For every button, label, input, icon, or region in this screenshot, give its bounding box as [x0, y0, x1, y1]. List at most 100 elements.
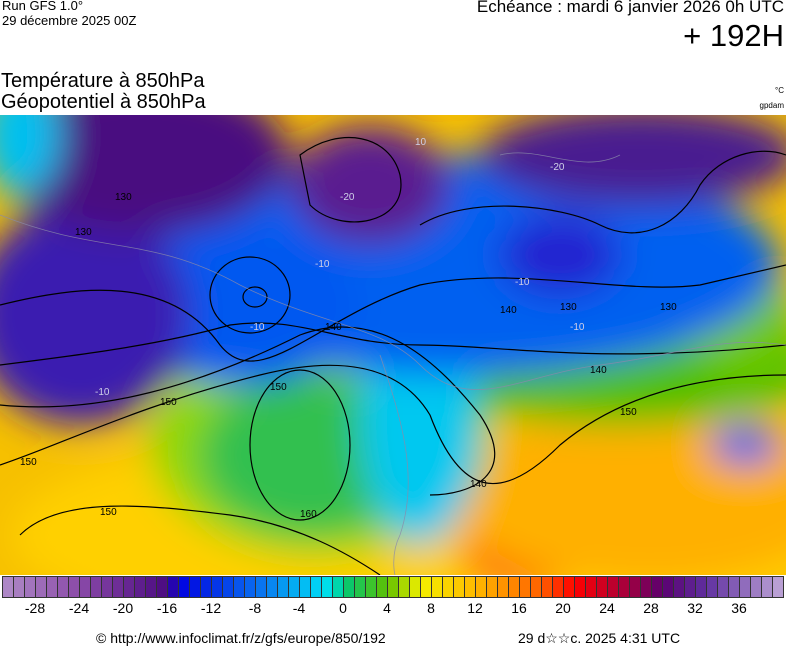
color-scale-cell [35, 576, 46, 598]
color-scale-cell [761, 576, 772, 598]
variable-title-temperature: Température à 850hPa [1, 70, 205, 92]
color-scale-tick: 4 [383, 600, 391, 616]
color-scale-cell [189, 576, 200, 598]
color-scale-tick: -12 [200, 600, 222, 616]
contour-label: 140 [500, 305, 517, 316]
color-scale-cell [772, 576, 784, 598]
color-scale-cell [46, 576, 57, 598]
color-scale-cell [332, 576, 343, 598]
color-scale-cell [233, 576, 244, 598]
color-scale-cell [409, 576, 420, 598]
color-scale-cell [552, 576, 563, 598]
color-scale-tick: -8 [248, 600, 262, 616]
contour-label: 130 [75, 227, 92, 238]
contour-label: -10 [515, 277, 530, 288]
color-scale-cell [640, 576, 651, 598]
color-scale-cell [563, 576, 574, 598]
color-scale-cell [266, 576, 277, 598]
run-label: Run GFS 1.0° [2, 0, 84, 13]
contour-labels: 130 130 130 130 140 140 140 140 150 150 150 150 160 1… [20, 137, 677, 520]
contour-label: 140 [470, 479, 487, 490]
color-scale-tick: 20 [555, 600, 571, 616]
lead-time: + 192H [683, 18, 784, 53]
run-date: 29 décembre 2025 00Z [2, 13, 137, 28]
temperature-field [0, 115, 786, 575]
color-scale-cell [739, 576, 750, 598]
contour-label: 130 [560, 302, 577, 313]
weather-map: 130 130 130 130 140 140 140 140 150 150 150 150 160 1… [0, 115, 786, 575]
color-scale-cell [629, 576, 640, 598]
color-scale [2, 576, 784, 598]
contour-label: 150 [620, 407, 637, 418]
color-scale-tick: -4 [292, 600, 306, 616]
color-scale-cell [211, 576, 222, 598]
color-scale-cell [156, 576, 167, 598]
color-scale-cell [57, 576, 68, 598]
contour-label: 10 [415, 137, 427, 148]
color-scale-cell [398, 576, 409, 598]
color-scale-cell [541, 576, 552, 598]
color-scale-cell [420, 576, 431, 598]
color-scale-cell [497, 576, 508, 598]
color-scale-cell [24, 576, 35, 598]
color-scale-tick: -24 [68, 600, 90, 616]
color-scale-cell [442, 576, 453, 598]
color-scale-cell [13, 576, 24, 598]
contour-label: -10 [315, 259, 330, 270]
color-scale-cell [618, 576, 629, 598]
contour-label: -10 [250, 322, 265, 333]
color-scale-cell [728, 576, 739, 598]
color-scale-cell [464, 576, 475, 598]
source-credit: © http://www.infoclimat.fr/z/gfs/europe/… [96, 630, 386, 646]
contour-label: 140 [590, 365, 607, 376]
color-scale-cell [134, 576, 145, 598]
color-scale-cell [200, 576, 211, 598]
color-scale-cell [673, 576, 684, 598]
contour-label: 130 [115, 192, 132, 203]
color-scale-cell [310, 576, 321, 598]
contour-label: 150 [160, 397, 177, 408]
color-scale-cell [354, 576, 365, 598]
color-scale-tick: 28 [643, 600, 659, 616]
color-scale-cell [750, 576, 761, 598]
geopotential-contours [0, 137, 786, 575]
color-scale-cell [222, 576, 233, 598]
unit-celsius: °C [775, 86, 784, 95]
color-scale-cell [596, 576, 607, 598]
color-scale-cell [519, 576, 530, 598]
color-scale-cell [299, 576, 310, 598]
color-scale-cell [717, 576, 728, 598]
color-scale-cell [123, 576, 134, 598]
color-scale-cell [145, 576, 156, 598]
color-scale-cell [244, 576, 255, 598]
contour-label: 160 [300, 509, 317, 520]
color-scale-cell [178, 576, 189, 598]
color-scale-tick: 12 [467, 600, 483, 616]
contour-label: 150 [270, 382, 287, 393]
color-scale-cell [662, 576, 673, 598]
color-scale-cell [112, 576, 123, 598]
color-scale-cell [695, 576, 706, 598]
contour-label: 140 [325, 322, 342, 333]
color-scale-tick: 24 [599, 600, 615, 616]
variable-title-geopotential: Géopotentiel à 850hPa [1, 91, 206, 113]
color-scale-cell [475, 576, 486, 598]
color-scale-cell [684, 576, 695, 598]
contour-label: 130 [660, 302, 677, 313]
contour-label: -20 [340, 192, 355, 203]
color-scale-cell [706, 576, 717, 598]
color-scale-tick: -28 [24, 600, 46, 616]
contour-label: 150 [20, 457, 37, 468]
color-scale-cell [453, 576, 464, 598]
color-scale-cell [79, 576, 90, 598]
color-scale-cell [365, 576, 376, 598]
unit-gpdam: gpdam [759, 101, 784, 110]
color-scale-cell [321, 576, 332, 598]
color-scale-tick: -16 [156, 600, 178, 616]
contour-label: -10 [95, 387, 110, 398]
valid-time: Echéance : mardi 6 janvier 2026 0h UTC [476, 0, 784, 16]
color-scale-cell [255, 576, 266, 598]
color-scale-cell [651, 576, 662, 598]
color-scale-cell [343, 576, 354, 598]
color-scale-tick: 36 [731, 600, 747, 616]
